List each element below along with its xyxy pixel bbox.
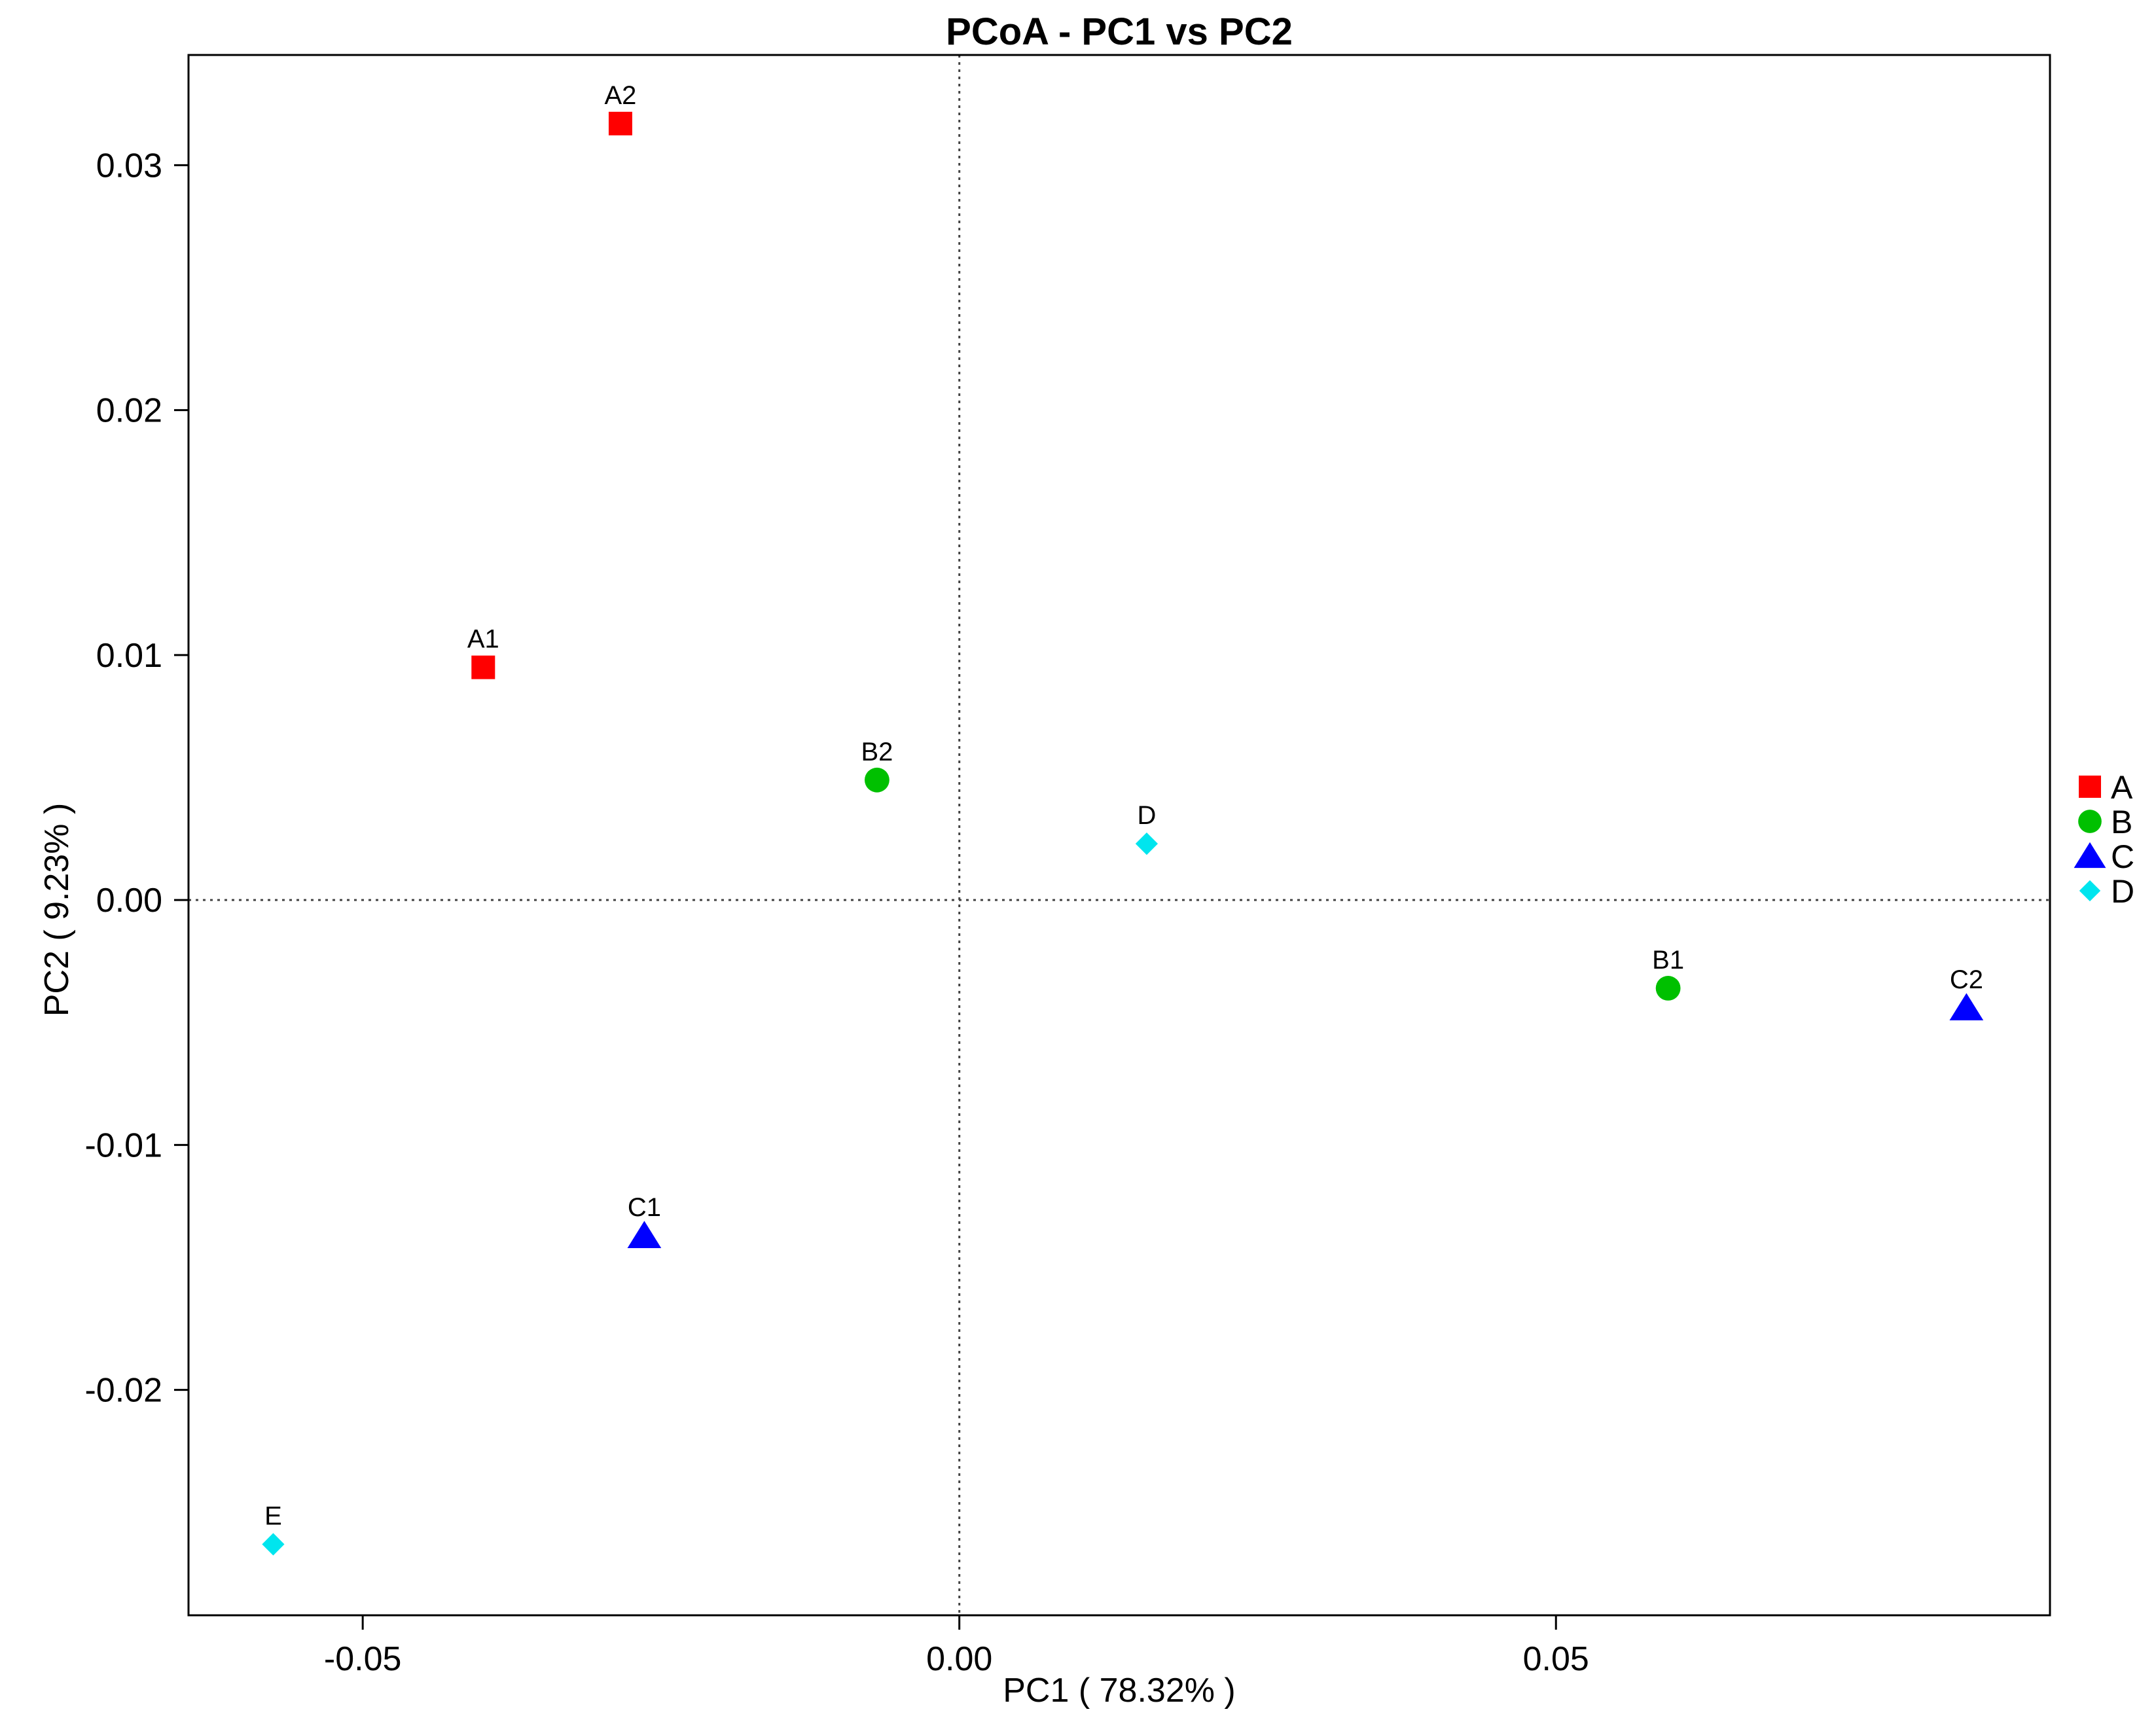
- x-tick-label: 0.00: [926, 1640, 992, 1678]
- data-point: [262, 1533, 285, 1556]
- x-axis-label: PC1 ( 78.32% ): [1003, 1672, 1236, 1710]
- data-point: [1949, 993, 1984, 1020]
- y-tick-label: 0.03: [96, 147, 162, 185]
- point-label: B1: [1652, 946, 1684, 975]
- data-point: [865, 767, 889, 793]
- point-label: C2: [1950, 965, 1983, 994]
- chart-title: PCoA - PC1 vs PC2: [946, 10, 1293, 53]
- x-axis: -0.05 0.00 0.05: [324, 1615, 1589, 1678]
- legend-label: A: [2111, 769, 2133, 806]
- y-tick-label: 0.01: [96, 637, 162, 675]
- legend-label: D: [2111, 873, 2134, 910]
- legend-marker: [2078, 810, 2102, 833]
- legend-marker: [2079, 776, 2101, 798]
- point-label: E: [264, 1501, 282, 1530]
- point-label: A2: [604, 81, 636, 110]
- data-point: [1655, 976, 1681, 1001]
- y-tick-label: -0.02: [84, 1372, 162, 1410]
- legend-label: C: [2111, 838, 2134, 875]
- data-point: [1135, 832, 1159, 855]
- y-tick-label: 0.00: [96, 882, 162, 920]
- y-axis-label: PC2 ( 9.23% ): [38, 803, 76, 1017]
- plot-frame: [187, 54, 2051, 1617]
- legend-marker: [2074, 842, 2106, 869]
- point-labels: A1 A2 B1 B2 C1 C2 D E: [264, 81, 1983, 1531]
- point-label: D: [1137, 801, 1156, 830]
- point-label: A1: [467, 625, 499, 654]
- x-tick-label: 0.05: [1523, 1640, 1589, 1678]
- legend-label: B: [2111, 804, 2132, 840]
- legend-marker: [2079, 880, 2101, 902]
- y-tick-label: 0.02: [96, 392, 162, 430]
- x-tick-label: -0.05: [324, 1640, 402, 1678]
- data-points: [262, 111, 1984, 1556]
- y-tick-label: -0.01: [84, 1126, 162, 1164]
- data-point: [608, 111, 632, 135]
- point-label: B2: [861, 738, 893, 766]
- data-point: [471, 655, 495, 679]
- point-label: C1: [628, 1193, 661, 1222]
- reference-lines: [189, 55, 2050, 1615]
- y-axis: 0.03 0.02 0.01 0.00 -0.01 -0.02: [84, 147, 189, 1410]
- data-point: [627, 1221, 662, 1249]
